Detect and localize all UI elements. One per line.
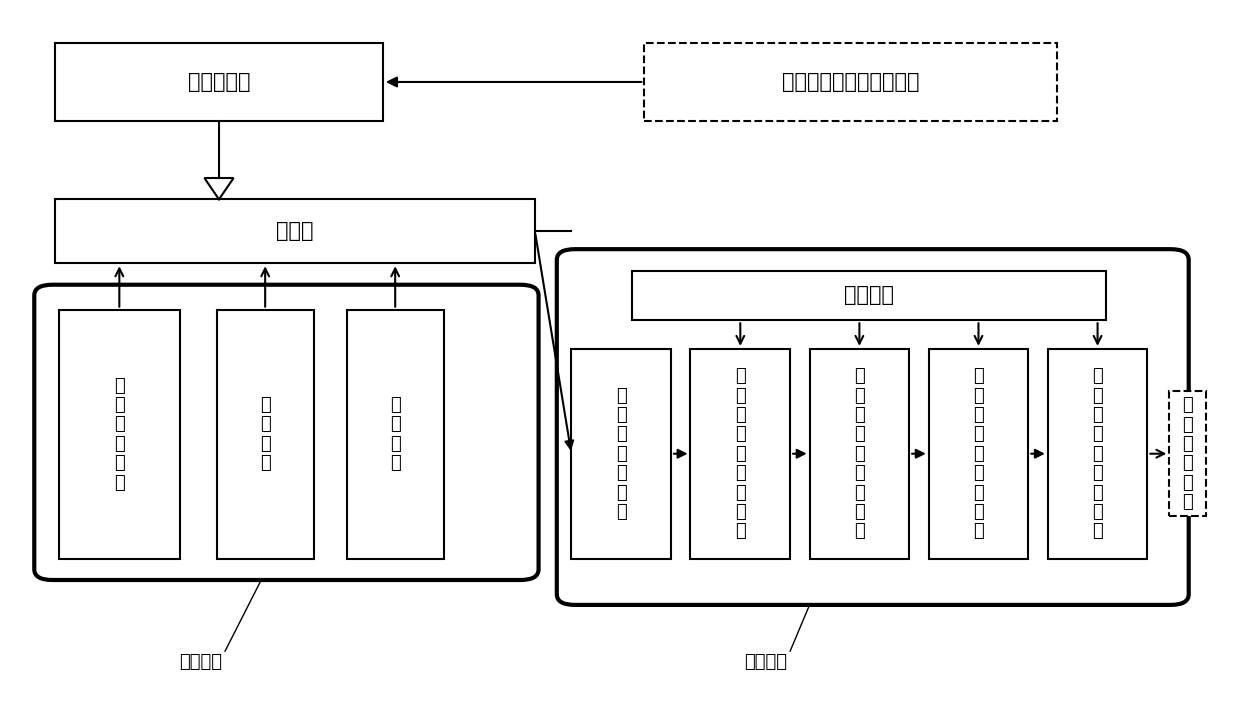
Text: 放大组件: 放大组件	[744, 653, 787, 671]
FancyBboxPatch shape	[929, 348, 1028, 559]
Text: 可
调
高
压
电
路: 可 调 高 压 电 路	[114, 377, 125, 492]
FancyBboxPatch shape	[632, 271, 1106, 320]
Text: 第
一
级
电
压
放
大
电
路: 第 一 级 电 压 放 大 电 路	[735, 367, 745, 540]
Text: 会聚镜组件: 会聚镜组件	[187, 72, 250, 92]
FancyBboxPatch shape	[1169, 391, 1205, 516]
Text: 采
集
处
理
组
件: 采 集 处 理 组 件	[1182, 396, 1193, 511]
FancyBboxPatch shape	[810, 348, 909, 559]
FancyBboxPatch shape	[557, 249, 1189, 605]
Text: 探测器: 探测器	[277, 221, 314, 241]
FancyBboxPatch shape	[346, 309, 444, 559]
FancyBboxPatch shape	[645, 43, 1058, 121]
FancyBboxPatch shape	[55, 200, 534, 264]
Text: 电
流
电
压
转
换
器: 电 流 电 压 转 换 器	[616, 386, 626, 521]
FancyBboxPatch shape	[691, 348, 790, 559]
FancyBboxPatch shape	[572, 348, 671, 559]
FancyBboxPatch shape	[58, 309, 180, 559]
Text: 飞焦级纳秒脉冲激光光源: 飞焦级纳秒脉冲激光光源	[782, 72, 920, 92]
Text: 第
三
级
电
压
放
大
电
路: 第 三 级 电 压 放 大 电 路	[973, 367, 983, 540]
Text: 第
四
级
电
压
放
大
电
路: 第 四 级 电 压 放 大 电 路	[1092, 367, 1102, 540]
Text: 直流电源: 直流电源	[844, 285, 894, 306]
FancyBboxPatch shape	[55, 43, 383, 121]
Text: 驱动电路: 驱动电路	[180, 653, 222, 671]
Polygon shape	[205, 178, 233, 200]
FancyBboxPatch shape	[1048, 348, 1147, 559]
FancyBboxPatch shape	[35, 285, 538, 580]
Text: 第
二
级
电
压
放
大
电
路: 第 二 级 电 压 放 大 电 路	[854, 367, 864, 540]
FancyBboxPatch shape	[217, 309, 314, 559]
Text: 分
压
网
络: 分 压 网 络	[260, 396, 270, 472]
Text: 滤
波
网
络: 滤 波 网 络	[389, 396, 401, 472]
